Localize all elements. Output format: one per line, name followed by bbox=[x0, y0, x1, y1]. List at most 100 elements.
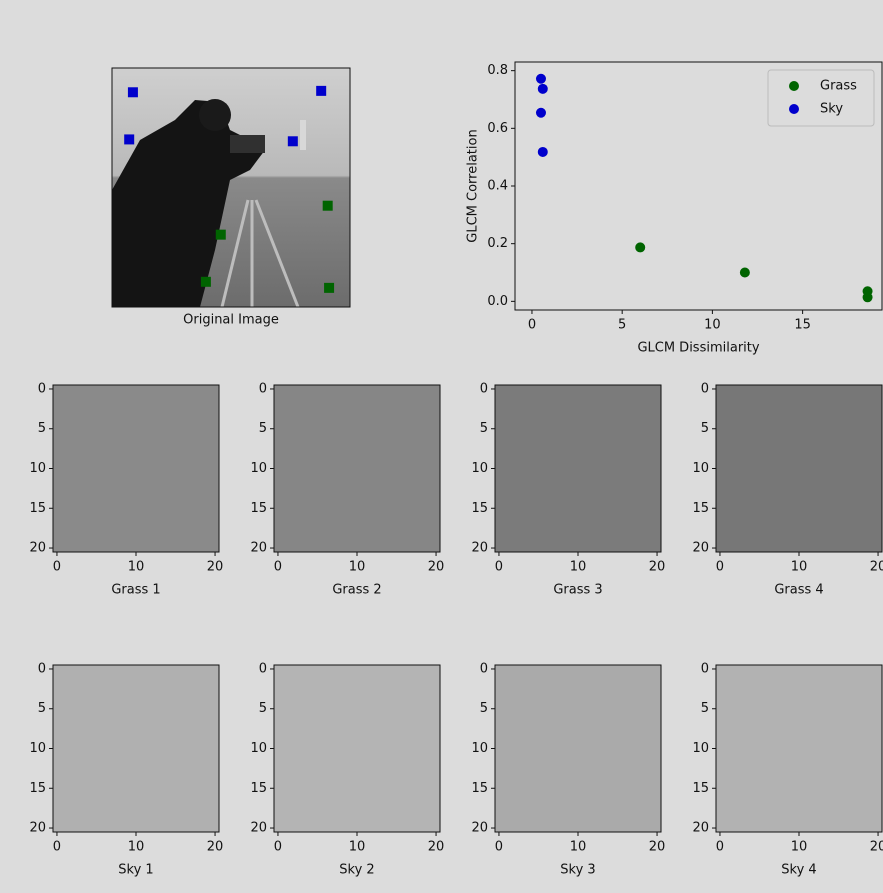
legend-marker bbox=[789, 81, 799, 91]
marker bbox=[215, 229, 226, 240]
x-tick-label: 15 bbox=[794, 318, 811, 333]
x-tick-label: 0 bbox=[528, 318, 536, 333]
marker bbox=[127, 87, 138, 98]
y-tick-label: 0.6 bbox=[487, 121, 508, 136]
y-tick-label: 15 bbox=[692, 781, 709, 796]
x-tick-label: 20 bbox=[649, 840, 666, 855]
x-tick-label: 0 bbox=[716, 840, 724, 855]
x-axis-label: Grass 2 bbox=[332, 583, 381, 598]
marker bbox=[535, 107, 546, 118]
y-tick-label: 0 bbox=[38, 381, 46, 396]
y-tick-label: 0.8 bbox=[487, 63, 508, 78]
x-axis-label: Sky 2 bbox=[339, 863, 374, 878]
y-tick-label: 10 bbox=[471, 741, 488, 756]
y-tick-label: 10 bbox=[692, 461, 709, 476]
marker bbox=[287, 136, 298, 147]
x-axis-label: GLCM Dissimilarity bbox=[637, 341, 759, 356]
marker bbox=[324, 282, 335, 293]
legend-label: Grass bbox=[820, 79, 857, 94]
y-tick-label: 20 bbox=[471, 541, 488, 556]
marker bbox=[124, 134, 135, 145]
image-patch bbox=[716, 665, 882, 832]
marker bbox=[200, 276, 211, 287]
image-patch bbox=[495, 385, 661, 552]
y-tick-label: 0.2 bbox=[487, 236, 508, 251]
x-tick-label: 10 bbox=[128, 840, 145, 855]
x-tick-label: 10 bbox=[349, 560, 366, 575]
legend-marker bbox=[789, 104, 799, 114]
axes-frame bbox=[514, 61, 883, 311]
x-tick-label: 20 bbox=[428, 560, 445, 575]
marker bbox=[537, 83, 548, 94]
y-axis-label: GLCM Correlation bbox=[466, 129, 481, 242]
y-tick-label: 5 bbox=[480, 421, 488, 436]
axes-frame bbox=[273, 384, 441, 553]
y-tick-label: 20 bbox=[250, 541, 267, 556]
axes-frame bbox=[273, 664, 441, 833]
y-tick-label: 0 bbox=[259, 381, 267, 396]
image-patch bbox=[495, 665, 661, 832]
y-tick-label: 15 bbox=[471, 501, 488, 516]
y-tick-label: 0 bbox=[480, 381, 488, 396]
y-tick-label: 15 bbox=[29, 781, 46, 796]
image-patch bbox=[274, 665, 440, 832]
y-tick-label: 0 bbox=[701, 381, 709, 396]
axes-frame bbox=[715, 664, 883, 833]
x-axis-label: Original Image bbox=[183, 313, 279, 328]
marker bbox=[862, 292, 873, 303]
x-axis-label: Sky 4 bbox=[781, 863, 816, 878]
y-tick-label: 0 bbox=[480, 661, 488, 676]
x-tick-label: 20 bbox=[207, 840, 224, 855]
y-tick-label: 5 bbox=[38, 701, 46, 716]
x-tick-label: 0 bbox=[53, 840, 61, 855]
axes-frame bbox=[494, 664, 662, 833]
y-tick-label: 20 bbox=[692, 541, 709, 556]
x-axis-label: Grass 3 bbox=[553, 583, 602, 598]
x-axis-label: Sky 1 bbox=[118, 863, 153, 878]
x-tick-label: 0 bbox=[495, 840, 503, 855]
image-patch bbox=[274, 385, 440, 552]
y-tick-label: 20 bbox=[29, 821, 46, 836]
y-tick-label: 0.4 bbox=[487, 179, 508, 194]
image-patch bbox=[53, 665, 219, 832]
y-tick-label: 0 bbox=[38, 661, 46, 676]
x-tick-label: 10 bbox=[570, 840, 587, 855]
axes-frame bbox=[52, 384, 220, 553]
marker bbox=[322, 200, 333, 211]
y-tick-label: 5 bbox=[701, 701, 709, 716]
marker bbox=[739, 267, 750, 278]
y-tick-label: 10 bbox=[471, 461, 488, 476]
y-tick-label: 5 bbox=[38, 421, 46, 436]
x-tick-label: 10 bbox=[791, 840, 808, 855]
y-tick-label: 0 bbox=[259, 661, 267, 676]
y-tick-label: 5 bbox=[480, 701, 488, 716]
axes-frame bbox=[52, 664, 220, 833]
marker bbox=[537, 146, 548, 157]
y-tick-label: 10 bbox=[250, 461, 267, 476]
x-tick-label: 10 bbox=[791, 560, 808, 575]
axes-frame bbox=[715, 384, 883, 553]
x-axis-label: Grass 4 bbox=[774, 583, 823, 598]
x-tick-label: 10 bbox=[570, 560, 587, 575]
marker bbox=[316, 85, 327, 96]
y-tick-label: 15 bbox=[250, 781, 267, 796]
y-tick-label: 0.0 bbox=[487, 294, 508, 309]
y-tick-label: 15 bbox=[692, 501, 709, 516]
axes-frame bbox=[111, 67, 351, 308]
x-tick-label: 10 bbox=[128, 560, 145, 575]
y-tick-label: 15 bbox=[471, 781, 488, 796]
y-tick-label: 5 bbox=[259, 421, 267, 436]
x-tick-label: 20 bbox=[870, 560, 883, 575]
y-tick-label: 20 bbox=[29, 541, 46, 556]
y-tick-label: 10 bbox=[692, 741, 709, 756]
y-tick-label: 15 bbox=[250, 501, 267, 516]
y-tick-label: 20 bbox=[250, 821, 267, 836]
x-tick-label: 20 bbox=[870, 840, 883, 855]
x-tick-label: 0 bbox=[53, 560, 61, 575]
y-tick-label: 10 bbox=[250, 741, 267, 756]
y-tick-label: 10 bbox=[29, 741, 46, 756]
y-tick-label: 5 bbox=[701, 421, 709, 436]
legend-label: Sky bbox=[820, 102, 843, 117]
x-axis-label: Sky 3 bbox=[560, 863, 595, 878]
